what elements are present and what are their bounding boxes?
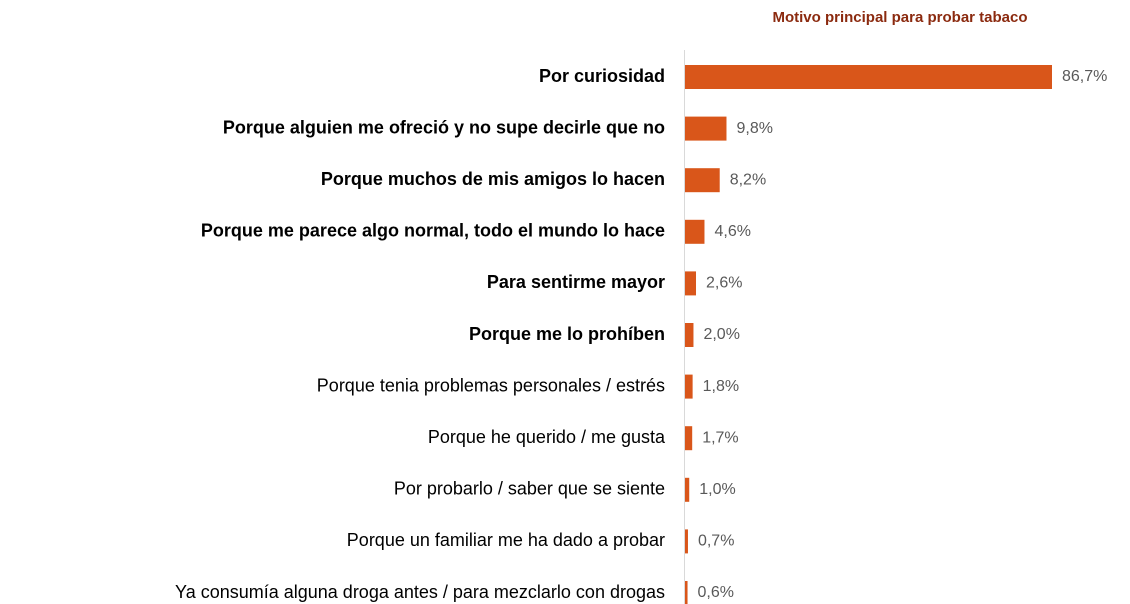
bar [685, 116, 727, 141]
value-label: 1,8% [703, 378, 739, 395]
category-label: Porque un familiar me ha dado a probar [347, 530, 665, 550]
value-label: 0,7% [698, 533, 734, 550]
value-label: 1,7% [702, 429, 738, 446]
value-label: 1,0% [699, 481, 735, 498]
category-label: Porque me parece algo normal, todo el mu… [201, 221, 665, 241]
bar [685, 477, 690, 502]
category-label: Ya consumía alguna droga antes / para me… [175, 582, 665, 602]
bar [685, 219, 705, 244]
chart-title: Motivo principal para probar tabaco [772, 9, 1027, 26]
category-label: Porque alguien me ofreció y no supe deci… [223, 117, 665, 137]
value-label: 2,6% [706, 275, 742, 292]
value-label: 9,8% [736, 120, 772, 137]
value-label: 0,6% [698, 584, 734, 601]
category-label: Por curiosidad [539, 66, 665, 86]
category-label: Por probarlo / saber que se siente [394, 479, 665, 499]
value-label: 8,2% [730, 171, 766, 188]
bar [685, 168, 720, 193]
bar [685, 271, 697, 296]
bar [685, 323, 694, 347]
value-label: 4,6% [714, 223, 750, 240]
bar [685, 529, 688, 554]
bar [685, 65, 1052, 89]
bar [685, 374, 693, 399]
bar [685, 581, 688, 604]
bar [685, 426, 693, 451]
category-label: Porque he querido / me gusta [428, 427, 666, 447]
value-label: 86,7% [1062, 68, 1107, 85]
value-label: 2,0% [703, 326, 739, 343]
category-label: Para sentirme mayor [487, 272, 665, 292]
category-label: Porque muchos de mis amigos lo hacen [321, 169, 665, 189]
category-label: Porque me lo prohíben [469, 324, 665, 344]
category-label: Porque tenia problemas personales / estr… [317, 375, 665, 395]
